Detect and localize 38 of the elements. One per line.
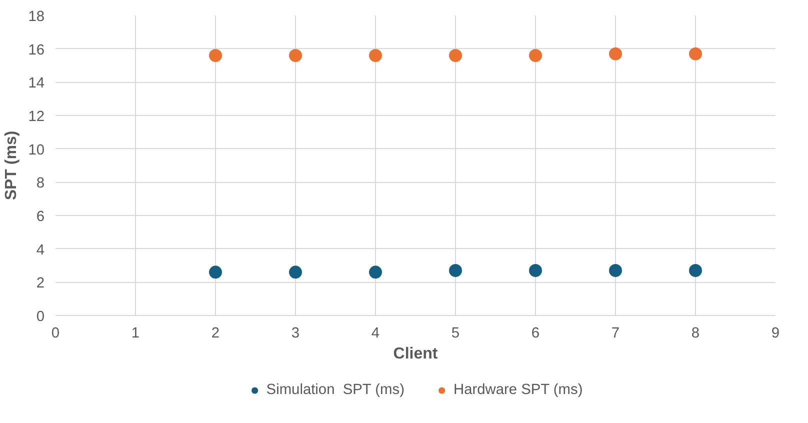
legend-label: Hardware SPT (ms)	[453, 382, 583, 398]
point	[369, 266, 382, 279]
point	[609, 47, 622, 60]
point	[529, 49, 542, 62]
x-tick-label: 4	[371, 326, 380, 342]
y-tick-label: 8	[36, 176, 45, 192]
point	[209, 266, 222, 279]
y-tick-label: 0	[36, 309, 45, 325]
point	[289, 266, 302, 279]
point	[609, 264, 622, 277]
x-tick-label: 8	[691, 326, 700, 342]
point	[689, 47, 702, 60]
point	[449, 49, 462, 62]
x-tick-label: 2	[211, 326, 220, 342]
y-tick-label: 10	[28, 142, 45, 158]
y-tick-label: 2	[36, 276, 45, 292]
point	[369, 49, 382, 62]
point	[689, 264, 702, 277]
point	[529, 264, 542, 277]
x-tick-label: 7	[611, 326, 620, 342]
y-tick-label: 16	[28, 42, 45, 58]
x-tick-label: 3	[291, 326, 300, 342]
y-tick-label: 6	[36, 209, 45, 225]
y-tick-label: 18	[28, 9, 45, 25]
point	[449, 264, 462, 277]
x-axis-title: Client	[393, 346, 438, 362]
x-tick-label: 5	[451, 326, 460, 342]
x-tick-label: 0	[51, 326, 60, 342]
y-tick-label: 14	[28, 76, 45, 92]
x-tick-label: 6	[531, 326, 540, 342]
y-tick-label: 12	[28, 109, 45, 125]
y-tick-label: 4	[36, 242, 45, 258]
x-tick-label: 1	[131, 326, 140, 342]
legend-label: Simulation SPT (ms)	[266, 382, 404, 398]
point	[209, 49, 222, 62]
y-axis-title: SPT (ms)	[3, 130, 20, 200]
point	[289, 49, 302, 62]
x-tick-label: 9	[771, 326, 780, 342]
